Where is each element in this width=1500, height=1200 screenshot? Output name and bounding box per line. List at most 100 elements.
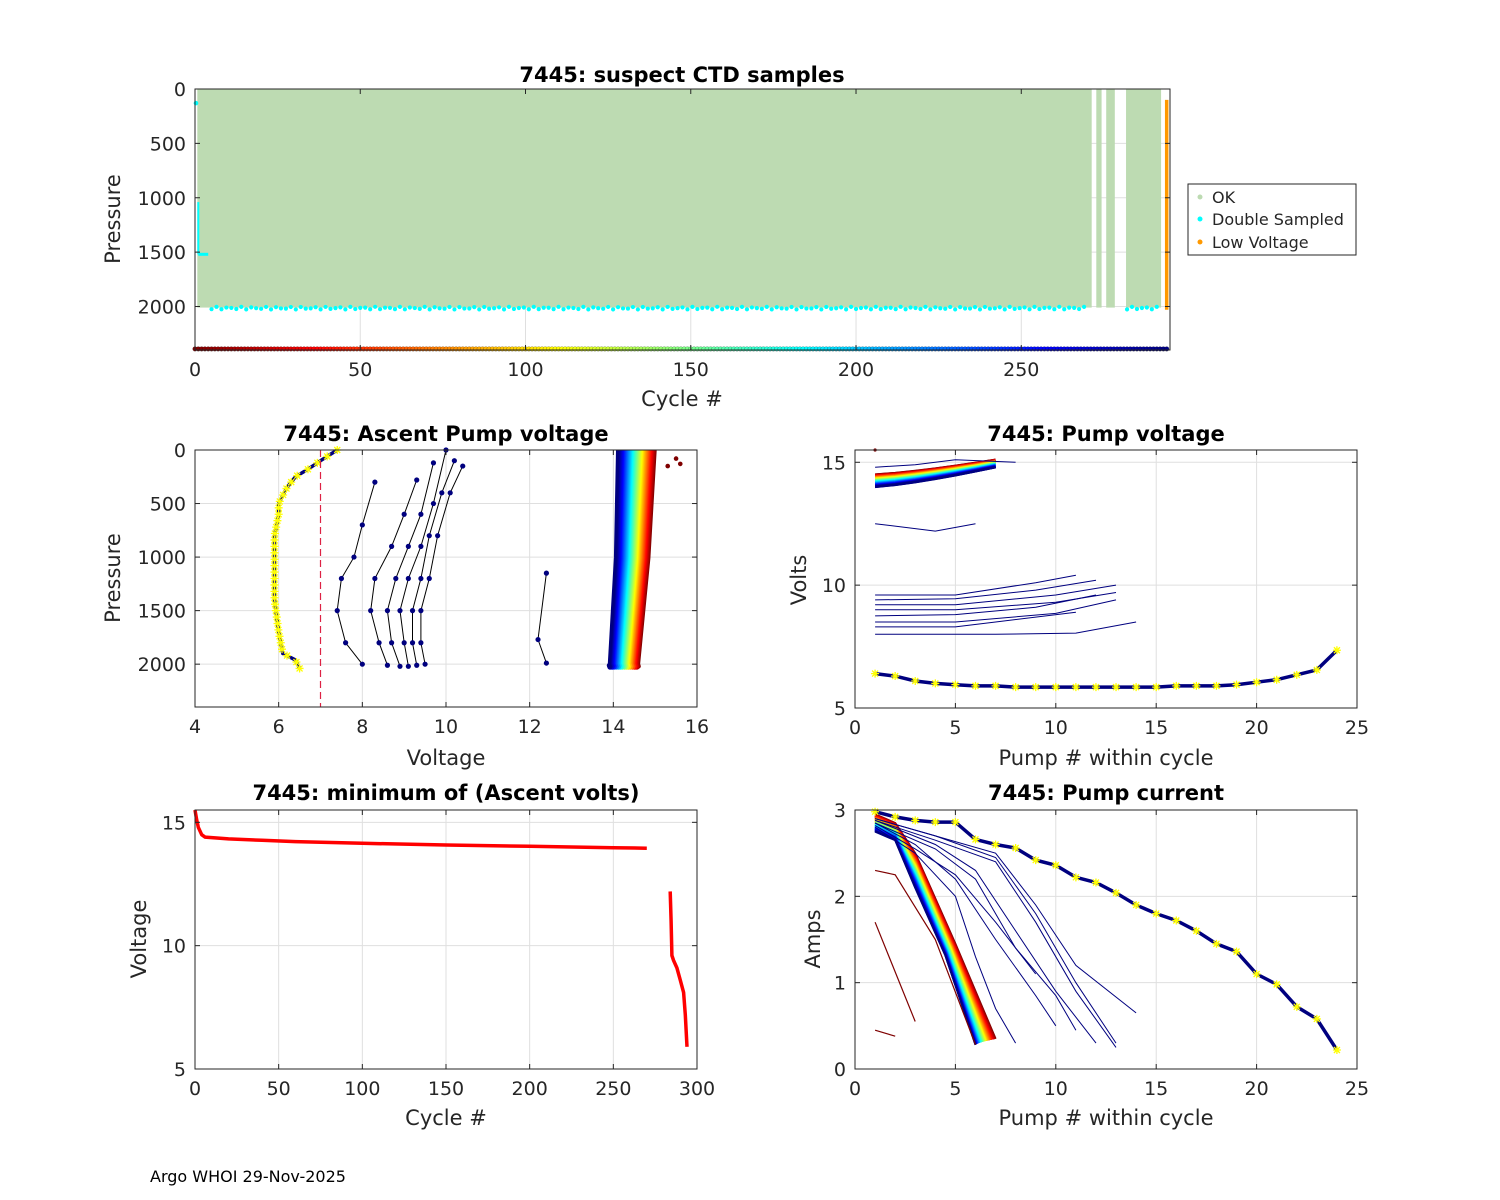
dark-profile-point [401,511,407,517]
suspect-legend: OK Double Sampled Low Voltage [1187,183,1357,256]
double-sampled-point [407,305,412,310]
x-tick-label: 300 [679,1078,715,1100]
double-sampled-point [392,306,398,312]
double-sampled-point [779,306,784,311]
x-tick-label: 200 [512,1078,548,1100]
double-sampled-point [1027,307,1032,312]
dark-profile-point [430,460,437,466]
double-sampled-point [412,305,417,311]
double-sampled-point [1081,304,1087,309]
ok-samples [197,89,1162,308]
min-volts-y-axis-label: Voltage [127,900,151,979]
last-cycle-marker [991,840,1000,849]
last-cycle-marker [1152,683,1161,692]
double-sampled-point [368,307,373,312]
x-tick-label: 6 [273,716,285,738]
last-cycle-marker [891,812,900,821]
y-tick-label: 0 [174,79,186,101]
dark-profile-point [409,608,416,614]
last-cycle-marker [270,548,279,557]
double-sampled-point [591,305,596,310]
last-cycle-marker [1031,856,1040,865]
dark-cycle-current-line [874,825,1037,975]
double-sampled-point [308,306,313,311]
x-tick-label: 150 [673,359,709,381]
last-cycle-marker [274,503,283,512]
double-sampled-point [987,306,992,311]
double-sampled-point [967,306,973,311]
axes-frame [194,88,1171,351]
double-sampled-point [496,305,502,310]
last-cycle-marker [1152,909,1161,918]
x-tick-label: 50 [267,1078,291,1100]
dark-profile-point [368,608,374,614]
double-sampled-point [824,304,829,310]
dark-cycle-voltage-line [875,621,1137,635]
double-sampled-point [432,305,437,310]
double-sampled-point [839,305,844,310]
double-sampled-point [1007,304,1012,310]
suspect-plot-area: 0 50 100 150 200 250 0 500 1000 1500 2000 [138,79,1171,381]
last-cycle-marker [1071,683,1080,692]
last-cycle-marker [871,807,880,816]
double-sampled-point [1139,305,1145,311]
x-tick-label: 20 [1245,717,1269,739]
y-tick-label: 1000 [138,547,186,569]
x-tick-label: 200 [838,359,874,381]
last-cycle-marker [1132,683,1141,692]
double-sampled-point [596,306,601,311]
y-tick-label: 1500 [138,601,186,623]
double-sampled-point [561,307,566,312]
y-tick-label: 15 [822,452,846,474]
double-sampled-point [665,304,670,310]
dark-profile-point [535,636,541,643]
last-cycle-marker [971,835,980,844]
double-sampled-point [789,304,794,310]
x-tick-label: 0 [189,1078,201,1100]
double-sampled-point [685,307,690,312]
main-cycle-lines [874,458,996,489]
last-cycle-marker [991,681,1000,690]
double-sampled-point [363,305,368,310]
double-sampled-point [516,305,521,311]
last-cycle-marker [951,680,960,689]
double-sampled-point [477,307,482,312]
y-tick-label: 2000 [138,297,186,319]
x-tick-label: 250 [1003,359,1039,381]
last-cycle-marker [1252,678,1261,687]
dark-profile [334,479,378,667]
dark-profile-point [338,575,345,582]
double-sampled-point [536,307,541,312]
double-sampled-point [382,305,388,310]
last-cycle-marker [270,535,279,544]
double-sampled-point [953,307,958,312]
y-tick-label: 15 [162,812,186,834]
ascent-plot-area: 4 6 8 10 12 14 16 0 500 1000 1500 2000 [138,440,709,738]
double-sampled-point [977,307,983,312]
dark-profile-point [409,640,416,646]
dark-profile-point [543,570,550,576]
dark-cycle-current-line [874,819,1097,1044]
double-sampled-point [715,304,720,309]
last-cycle-marker [271,600,280,609]
double-sampled-point [1134,306,1140,312]
double-sampled-point [829,306,834,311]
double-sampled-point [680,305,685,310]
dark-cycle-voltage-line [875,579,1097,601]
pump-voltage-x-axis-label: Pump # within cycle [999,746,1214,770]
legend-box [1187,183,1357,256]
double-sampled-point [928,307,933,312]
double-sampled-point [655,305,660,310]
x-tick-label: 100 [344,1078,380,1100]
last-cycle-marker [1172,916,1181,925]
legend-ok-label: OK [1212,188,1236,207]
dark-profile-point [389,543,395,549]
dark-cycle-current-line [874,826,1017,1044]
double-sampled-point [933,305,938,310]
double-sampled-point [467,306,472,311]
last-cycle-marker [270,568,279,577]
x-tick-label: 14 [601,716,625,738]
double-sampled-point [303,306,308,311]
dark-profile-point [422,661,428,667]
